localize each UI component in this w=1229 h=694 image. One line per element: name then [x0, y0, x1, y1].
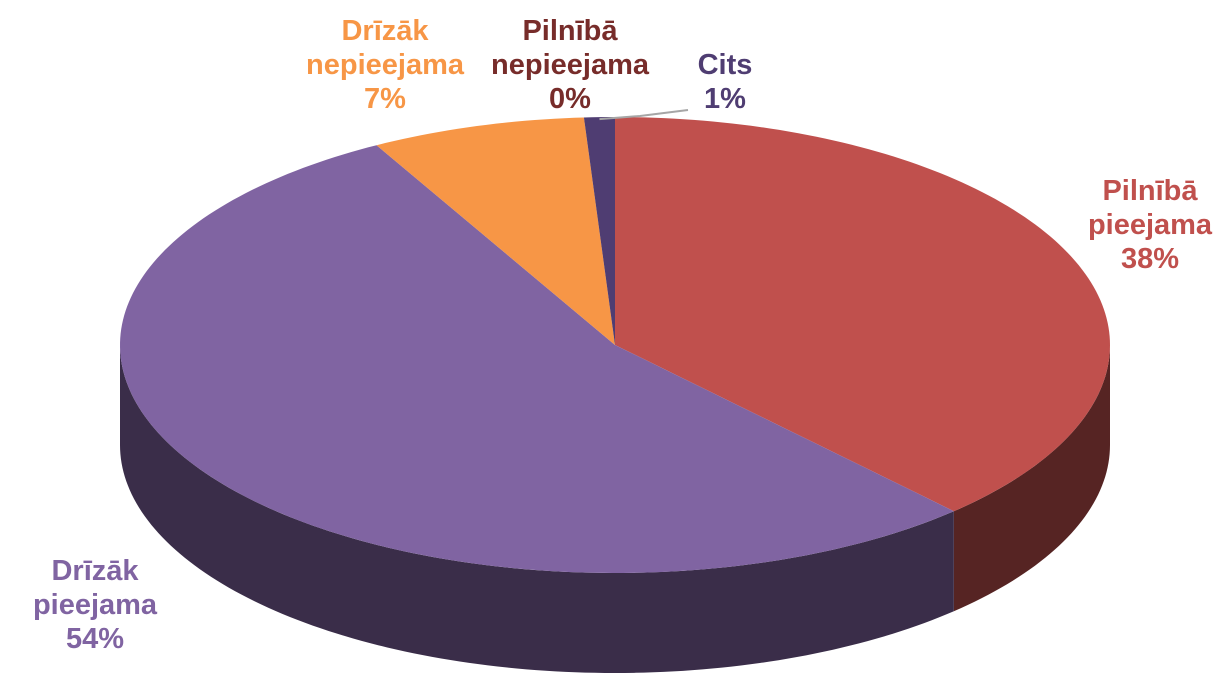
- slice-label: Cits 1%: [698, 48, 753, 116]
- slice-side: [953, 345, 1110, 612]
- category-name: Drīzāk nepieejama: [306, 15, 464, 81]
- slice-label: Drīzāk pieejama 54%: [33, 554, 157, 656]
- value-label: 54%: [65, 623, 125, 655]
- value-label: 38%: [1120, 243, 1180, 275]
- leader-line: [599, 109, 689, 121]
- category-name: Pilnībā nepieejama: [491, 15, 649, 81]
- category-name: Drīzāk pieejama: [32, 555, 158, 621]
- slice-label: Drīzāk nepieejama 7%: [306, 14, 464, 116]
- slice: [615, 117, 1110, 512]
- slice-label: Pilnībā nepieejama 0%: [491, 14, 649, 116]
- value-label: 1%: [704, 83, 746, 115]
- slice-label: Pilnībā pieejama 38%: [1088, 174, 1212, 276]
- slice: [376, 117, 615, 345]
- slice: [120, 145, 954, 573]
- category-name: Cits: [697, 49, 753, 81]
- value-label: 7%: [364, 83, 406, 115]
- value-label: 0%: [549, 83, 591, 115]
- category-name: Pilnībā pieejama: [1087, 175, 1213, 241]
- slice: [583, 117, 615, 345]
- slice-side: [120, 345, 954, 673]
